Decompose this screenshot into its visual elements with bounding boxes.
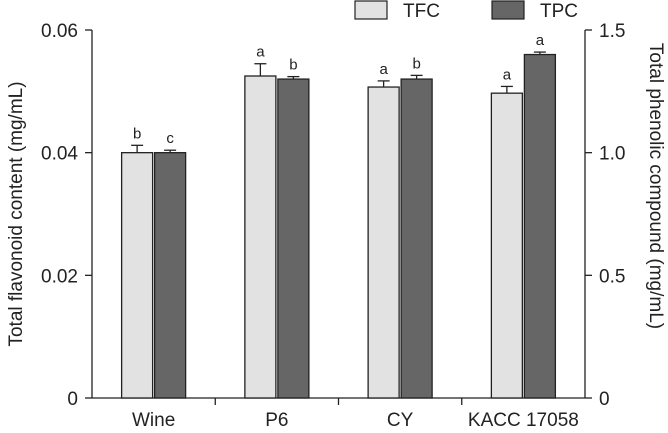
left-tick-label: 0.04 xyxy=(41,144,78,165)
right-tick-label: 1.5 xyxy=(599,21,625,42)
y-axis-title-right: Total phenolic compound (mg/mL) xyxy=(645,43,666,329)
left-tick-label: 0.02 xyxy=(41,266,78,287)
significance-letter: a xyxy=(256,44,265,61)
significance-letter: a xyxy=(503,66,512,83)
bar-tfc xyxy=(120,152,154,399)
legend-label-tfc: TFC xyxy=(403,1,440,22)
x-category-label: Wine xyxy=(132,410,175,431)
bar-tfc xyxy=(490,92,524,399)
right-tick-label: 0.5 xyxy=(599,266,625,287)
significance-letter: b xyxy=(133,125,141,142)
bar-tpc xyxy=(400,78,433,399)
legend-label-tpc: TPC xyxy=(540,1,578,22)
bar-tpc xyxy=(153,152,187,399)
significance-letter: a xyxy=(379,61,388,78)
significance-letter: b xyxy=(412,55,420,72)
right-tick-label: 0 xyxy=(599,389,610,410)
bar-tfc xyxy=(367,86,400,399)
legend-swatch-tfc xyxy=(354,0,388,20)
significance-letter: b xyxy=(289,57,297,74)
left-tick-label: 0.06 xyxy=(41,21,78,42)
bar-tfc xyxy=(244,75,277,399)
significance-letter: a xyxy=(536,32,545,49)
bar-tpc xyxy=(523,53,557,399)
legend-swatch-tpc xyxy=(491,0,525,20)
significance-letter: c xyxy=(166,130,174,147)
x-category-label: P6 xyxy=(265,410,288,431)
x-category-label: CY xyxy=(387,410,414,431)
bar-tpc xyxy=(277,78,310,399)
x-category-label: KACC 17058 xyxy=(468,410,579,431)
y-axis-title-left: Total flavonoid content (mg/mL) xyxy=(6,81,27,346)
left-tick-label: 0 xyxy=(67,389,78,410)
right-tick-label: 1.0 xyxy=(599,144,625,165)
